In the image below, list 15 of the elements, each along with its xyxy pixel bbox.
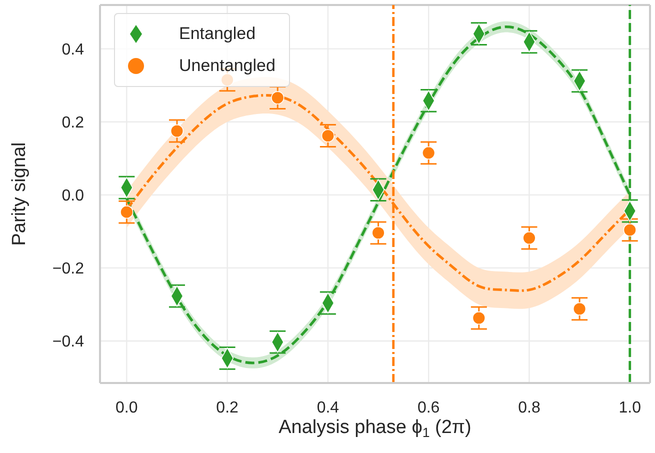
x-tick-label: 0.6 bbox=[417, 399, 440, 416]
y-tick-label: −0.4 bbox=[52, 334, 84, 351]
y-tick-label: 0.0 bbox=[62, 188, 84, 205]
x-tick-label: 0.8 bbox=[518, 399, 540, 416]
x-axis-title: Analysis phase ϕ$_{1}$ (2π) bbox=[278, 417, 472, 440]
y-tick-label: 0.4 bbox=[62, 42, 84, 59]
y-axis-title: Parity signal bbox=[9, 142, 30, 246]
x-tick-label: 0.2 bbox=[216, 399, 239, 416]
x-tick-label: 0.0 bbox=[116, 399, 138, 416]
x-tick-label: 1.0 bbox=[618, 399, 642, 416]
legend-label: Entangled bbox=[179, 23, 256, 45]
y-tick-label: 0.2 bbox=[62, 114, 84, 132]
legend-label: Unentangled bbox=[179, 55, 276, 77]
x-tick-label: 0.4 bbox=[316, 399, 340, 416]
y-tick-label: −0.2 bbox=[52, 260, 84, 278]
